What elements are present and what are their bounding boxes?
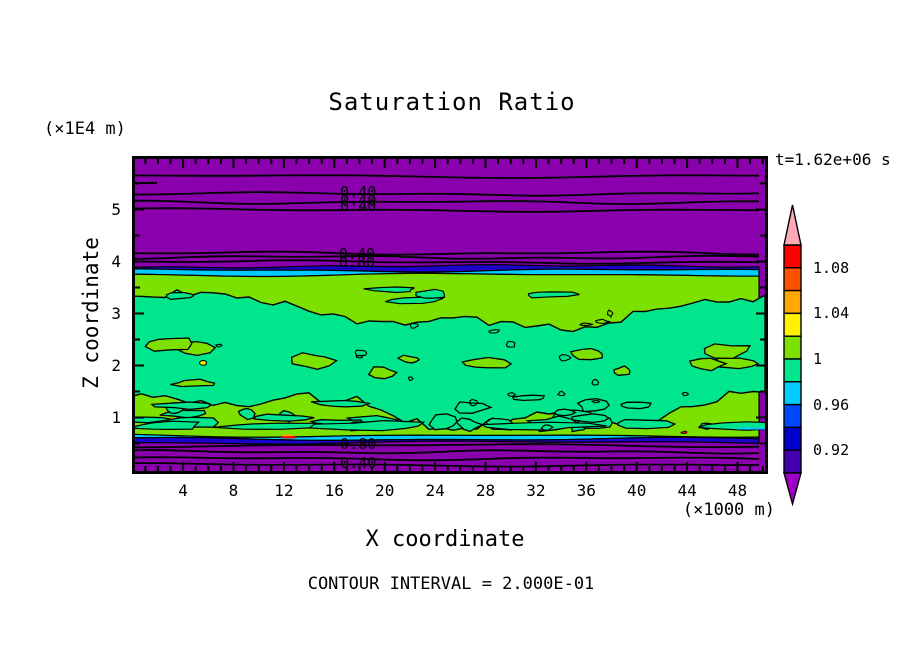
colorbar-over-arrow: [783, 204, 802, 246]
contour-line-label: 0.40: [340, 190, 377, 209]
colorbar-tick-label: 0.96: [813, 395, 850, 414]
time-annotation: t=1.62e+06 s: [775, 150, 891, 169]
x-tick-label: 20: [375, 481, 395, 500]
y-tick-label: 2: [111, 355, 121, 375]
x-axis-unit-label: (×1000 m): [682, 500, 775, 520]
contour-line-label: 0.40: [340, 197, 377, 216]
x-axis-title: X coordinate: [365, 527, 525, 552]
x-tick-label: 12: [274, 481, 294, 500]
colorbar-under-arrow: [783, 472, 802, 507]
colorbar-tick-label: 1.04: [813, 304, 850, 323]
contour-line-label: 0.40: [338, 245, 376, 264]
y-axis-unit-label: (×1E4 m): [44, 119, 126, 139]
x-tick-label: 48: [727, 481, 748, 500]
contour-interval-label: CONTOUR INTERVAL = 2.000E-01: [307, 574, 595, 594]
y-tick-label: 5: [111, 199, 121, 219]
colorbar: [783, 204, 802, 507]
x-tick-label: 44: [677, 481, 697, 500]
x-tick-label: 28: [475, 481, 496, 500]
x-tick-label: 16: [324, 481, 344, 500]
contour-field: [133, 157, 767, 473]
contour-line-label: 0.80: [338, 252, 376, 271]
x-tick-label: 8: [228, 481, 239, 500]
y-tick-label: 3: [111, 303, 121, 323]
y-tick-label: 4: [111, 251, 121, 271]
colorbar-tick-label: 1: [813, 350, 823, 368]
page-title: Saturation Ratio: [328, 88, 576, 116]
colorbar-tick-label: 1.08: [813, 258, 850, 277]
axes: [132, 156, 768, 474]
contour-line-label: 0.40: [340, 183, 377, 202]
colorbar-tick-label: 0.92: [813, 441, 850, 460]
contour-line-label: 0.40: [340, 453, 377, 472]
x-tick-label: 4: [178, 481, 188, 500]
y-tick-label: 1: [111, 407, 121, 427]
x-tick-label: 24: [425, 481, 445, 500]
contour-line-label: 0.80: [340, 434, 377, 453]
x-tick-label: 40: [627, 481, 647, 500]
x-tick-label: 32: [526, 481, 546, 500]
x-tick-label: 36: [576, 481, 596, 500]
